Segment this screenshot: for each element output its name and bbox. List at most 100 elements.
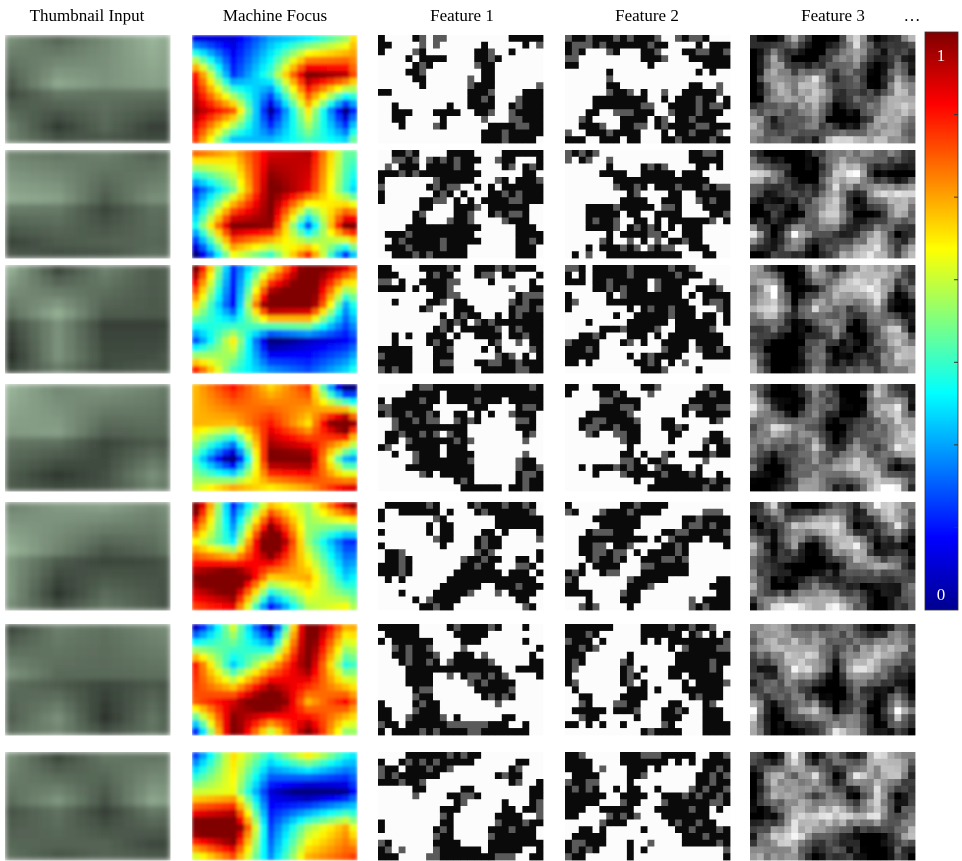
pixel [495,319,502,326]
pixel [888,35,895,42]
pixel [488,245,495,252]
pixel [481,150,488,157]
pixel [260,272,268,280]
pixel [17,111,29,122]
pixel [812,339,819,346]
pixel [29,351,41,362]
pixel [237,164,245,172]
pixel [654,150,661,157]
pixel [267,236,275,244]
pixel [192,136,200,144]
pixel [791,224,798,231]
pixel [784,231,791,238]
pixel [327,222,335,230]
pixel [654,211,661,218]
pixel [874,353,881,360]
pixel [230,157,238,165]
pixel [723,89,730,96]
pixel [613,272,620,279]
pixel [901,177,908,184]
pixel [378,109,385,116]
pixel [135,161,147,172]
pixel [901,231,908,238]
pixel [750,319,757,326]
pixel [135,35,147,46]
pixel [764,224,771,231]
pixel [215,164,223,172]
pixel [392,76,399,83]
pixel [474,76,481,83]
pixel [275,337,283,345]
pixel [467,49,474,56]
pixel [207,193,215,201]
pixel [350,265,358,273]
pixel [908,326,915,333]
pixel [419,251,426,258]
pixel [819,136,826,143]
pixel [412,285,419,292]
pixel [572,366,579,373]
pixel [613,218,620,225]
pixel [668,35,675,42]
pixel [467,35,474,42]
pixel [419,136,426,143]
pixel [881,231,888,238]
pixel [282,287,290,295]
pixel [467,319,474,326]
pixel [111,132,123,143]
pixel [620,211,627,218]
pixel [406,197,413,204]
pixel [627,42,634,49]
pixel [846,35,853,42]
pixel [215,200,223,208]
pixel [495,299,502,306]
pixel [342,308,350,316]
pixel [378,123,385,130]
pixel [222,172,230,180]
pixel [867,96,874,103]
pixel [894,346,901,353]
pixel [908,346,915,353]
focus-map [192,35,357,143]
pixel [412,204,419,211]
pixel [320,265,328,273]
pixel [481,170,488,177]
pixel [267,244,275,252]
pixel [627,285,634,292]
pixel [350,215,358,223]
pixel [111,46,123,57]
pixel [135,395,147,406]
pixel [467,306,474,313]
pixel [805,231,812,238]
pixel [675,35,682,42]
pixel [627,218,634,225]
pixel [757,279,764,286]
pixel [158,427,170,438]
pixel [17,46,29,57]
pixel [207,136,215,144]
pixel [757,35,764,42]
pixel [200,35,208,43]
pixel [641,360,648,367]
pixel [805,103,812,110]
pixel [461,251,468,258]
pixel [275,179,283,187]
pixel [579,346,586,353]
pixel [502,170,509,177]
pixel [385,272,392,279]
pixel [111,111,123,122]
pixel [454,82,461,89]
pixel [467,82,474,89]
pixel [40,276,52,287]
pixel [135,172,147,183]
pixel [661,306,668,313]
pixel [586,218,593,225]
pixel [252,208,260,216]
pixel [839,272,846,279]
pixel [606,333,613,340]
pixel [668,69,675,76]
pixel [99,57,111,68]
pixel [682,299,689,306]
pixel [252,179,260,187]
pixel [502,312,509,319]
